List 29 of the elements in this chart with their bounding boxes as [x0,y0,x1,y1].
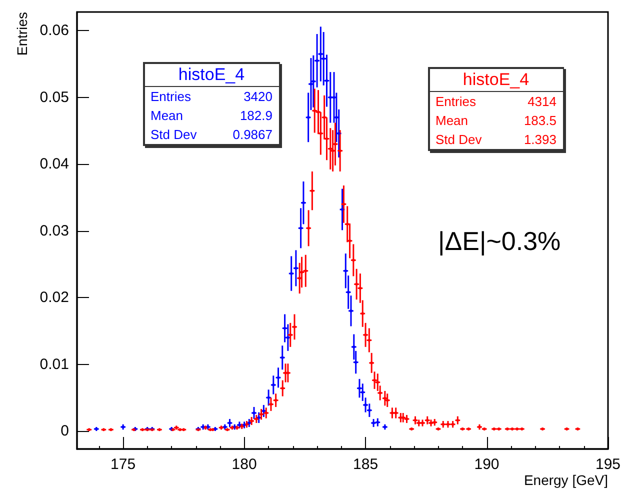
annotation: 0.9867 [232,127,272,142]
annotation: 1.393 [524,132,556,147]
x-tick-label: 175 [110,456,136,473]
y-tick-label: 0.04 [40,156,69,173]
annotation: Std Dev [150,127,197,142]
y-axis-title: Entries [14,12,30,56]
x-tick-label: 180 [232,456,257,473]
annotation: 4314 [528,94,556,109]
text: histoE_4 [178,64,245,84]
x-axis-title: Energy [GeV] [524,472,608,488]
text: histoE_4 [462,70,530,88]
annotation: 3420 [244,89,272,104]
x-tick-label: 185 [353,456,378,473]
y-tick-label: 0.03 [40,222,69,240]
y-tick-label: 0.01 [40,356,69,373]
annotation: Entries [436,94,476,109]
annotation: 183.5 [524,113,556,128]
y-tick-label: 0 [60,422,69,440]
x-tick-label: 195 [595,456,621,473]
annotation: 182.9 [240,108,272,123]
y-tick-label: 0.02 [40,289,69,306]
y-tick-label: 0.06 [40,22,69,40]
annotation: Entries [150,89,191,104]
annotation: Mean [436,113,468,128]
annotation: Mean [150,108,184,123]
annotation: Std Dev [436,132,482,147]
annotation: |ΔE|~0.3% [438,226,561,257]
x-tick-label: 190 [474,456,500,473]
y-tick-label: 0.05 [40,88,69,106]
